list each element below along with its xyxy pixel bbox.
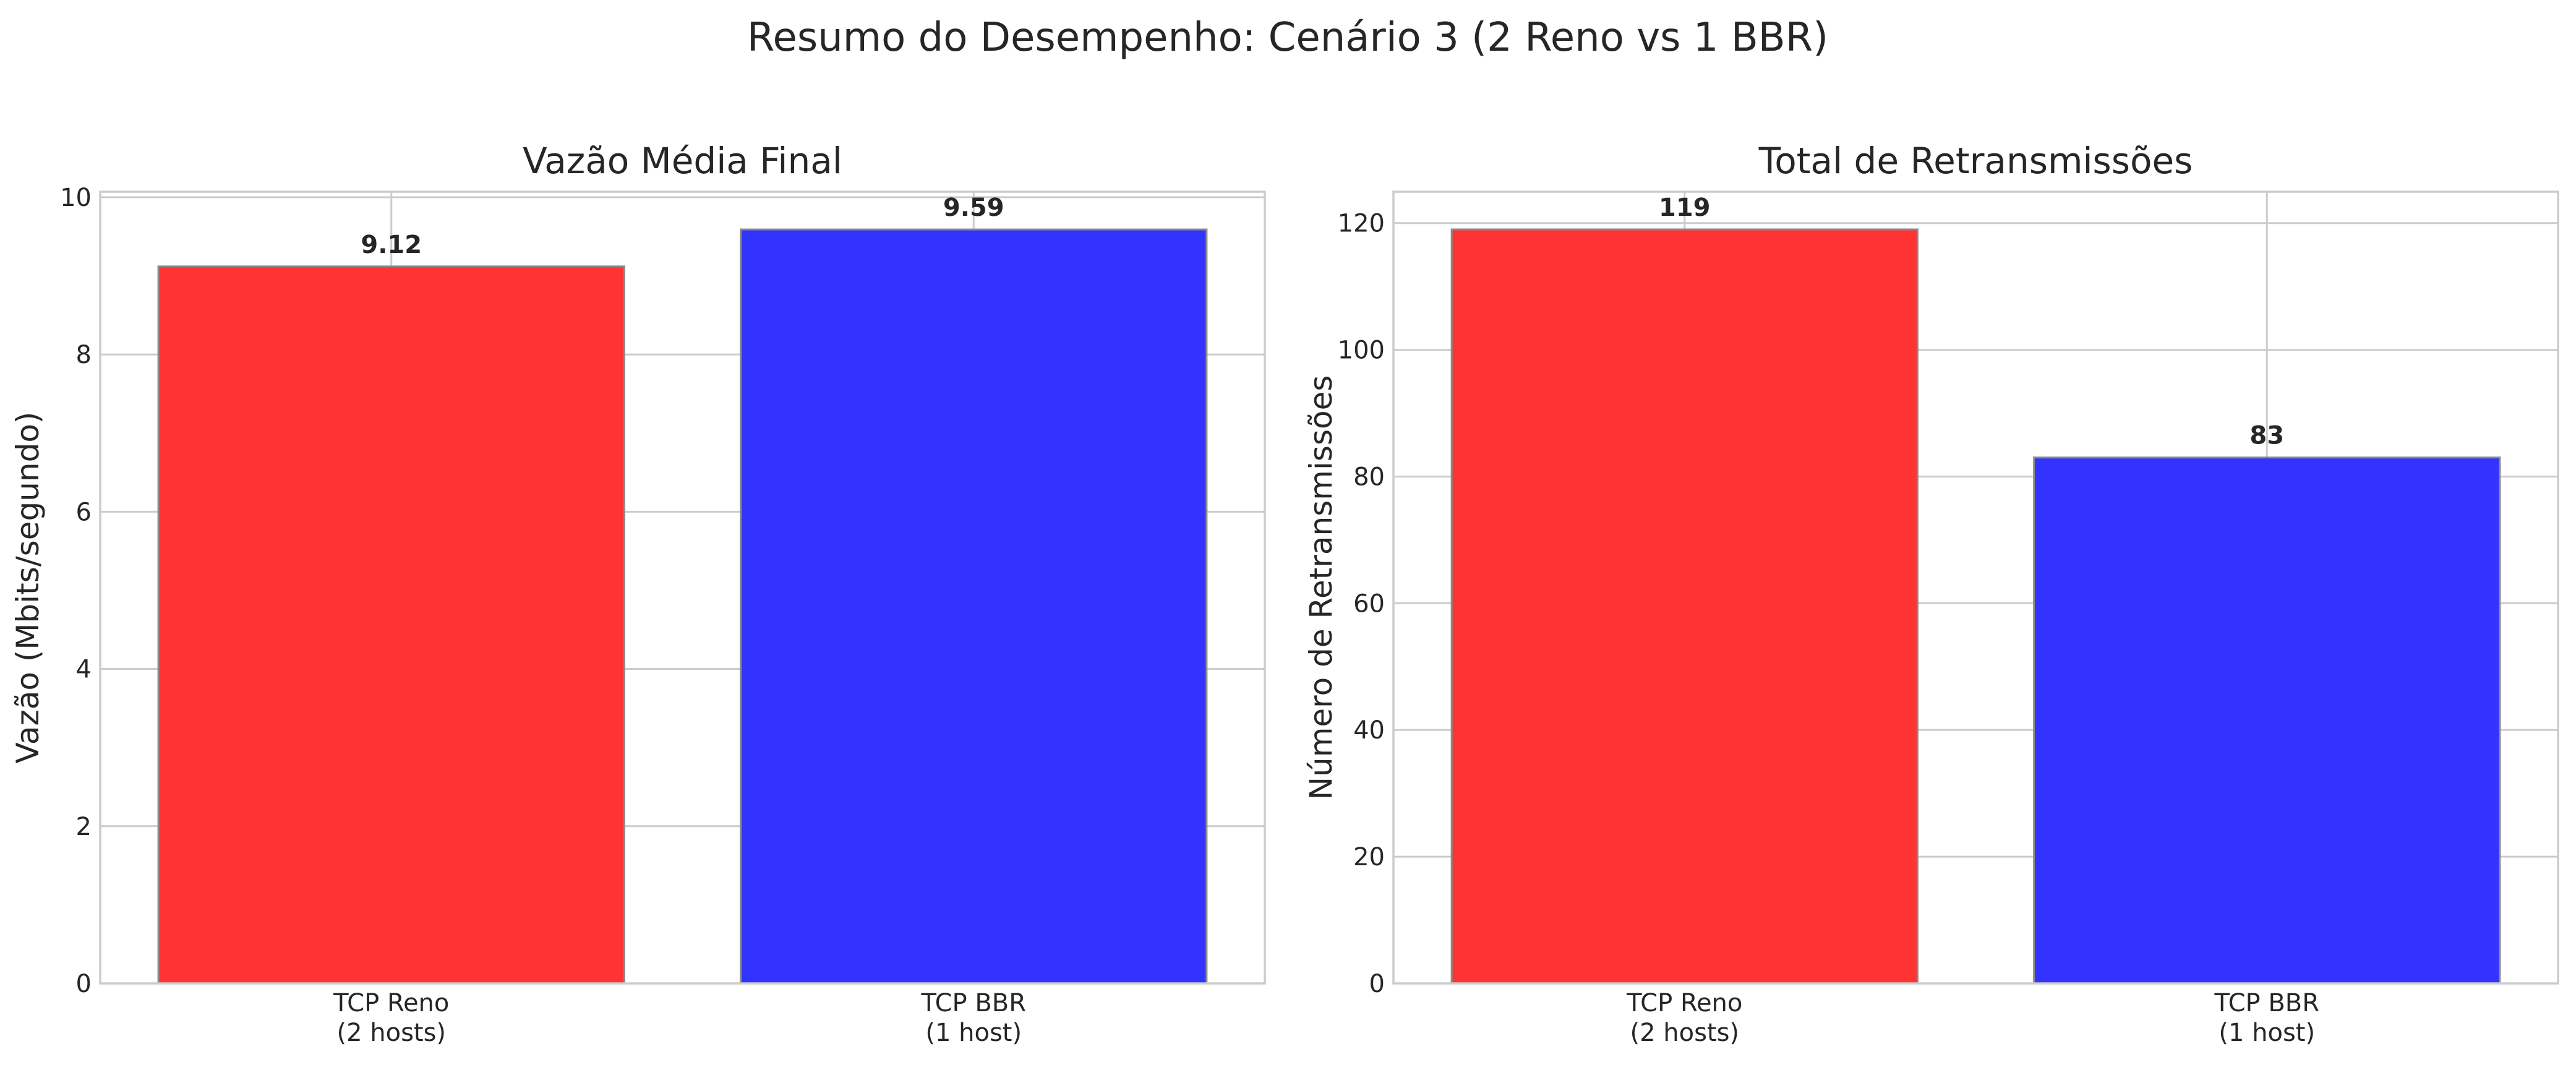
data-label-throughput-1: 9.59 (943, 194, 1004, 222)
y-tick-label: 60 (1353, 589, 1385, 618)
bar-retransmissions-0 (1450, 228, 1919, 985)
chart-title-throughput: Vazão Média Final (523, 140, 842, 182)
y-tick-label: 10 (60, 184, 92, 212)
y-axis-label-retransmissions: Número de Retransmissões (1303, 375, 1339, 800)
y-tick-label: 100 (1338, 336, 1385, 365)
x-tick-label: TCP Reno (2 hosts) (1626, 989, 1742, 1047)
y-tick-label: 0 (76, 970, 92, 998)
y-axis-label-throughput: Vazão (Mbits/segundo) (10, 412, 46, 764)
bar-throughput-0 (157, 265, 625, 985)
y-tick-label: 120 (1338, 210, 1385, 238)
chart-retransmissions: Total de Retransmissões 0 20 40 60 80 100 120 11… (1303, 140, 2559, 1047)
y-tick-label: 4 (76, 656, 92, 684)
figure-title: Resumo do Desempenho: Cenário 3 (2 Reno … (747, 15, 1828, 61)
chart-title-retransmissions: Total de Retransmissões (1758, 140, 2193, 182)
y-tick-label: 6 (76, 498, 92, 526)
bar-throughput-1 (740, 228, 1208, 985)
x-tick-label: TCP BBR (1 host) (2214, 989, 2319, 1047)
data-label-retransmissions-1: 83 (2249, 422, 2284, 450)
y-tick-label: 80 (1353, 463, 1385, 491)
x-tick-label: TCP BBR (1 host) (920, 989, 1026, 1047)
bar-retransmissions-1 (2033, 456, 2501, 985)
data-label-throughput-0: 9.12 (361, 231, 422, 259)
x-tick-label: TCP Reno (2 hosts) (333, 989, 449, 1047)
data-label-retransmissions-0: 119 (1659, 194, 1711, 222)
chart-throughput: Vazão Média Final 0 2 4 6 8 10 9.12 TCP Reno (2 h… (10, 140, 1266, 1047)
y-tick-label: 40 (1353, 716, 1385, 745)
plot-frame (99, 190, 1266, 985)
plot-frame (1392, 190, 2559, 985)
y-tick-label: 20 (1353, 843, 1385, 871)
y-tick-label: 2 (76, 813, 92, 841)
y-tick-label: 8 (76, 341, 92, 369)
y-tick-label: 0 (1369, 970, 1385, 998)
